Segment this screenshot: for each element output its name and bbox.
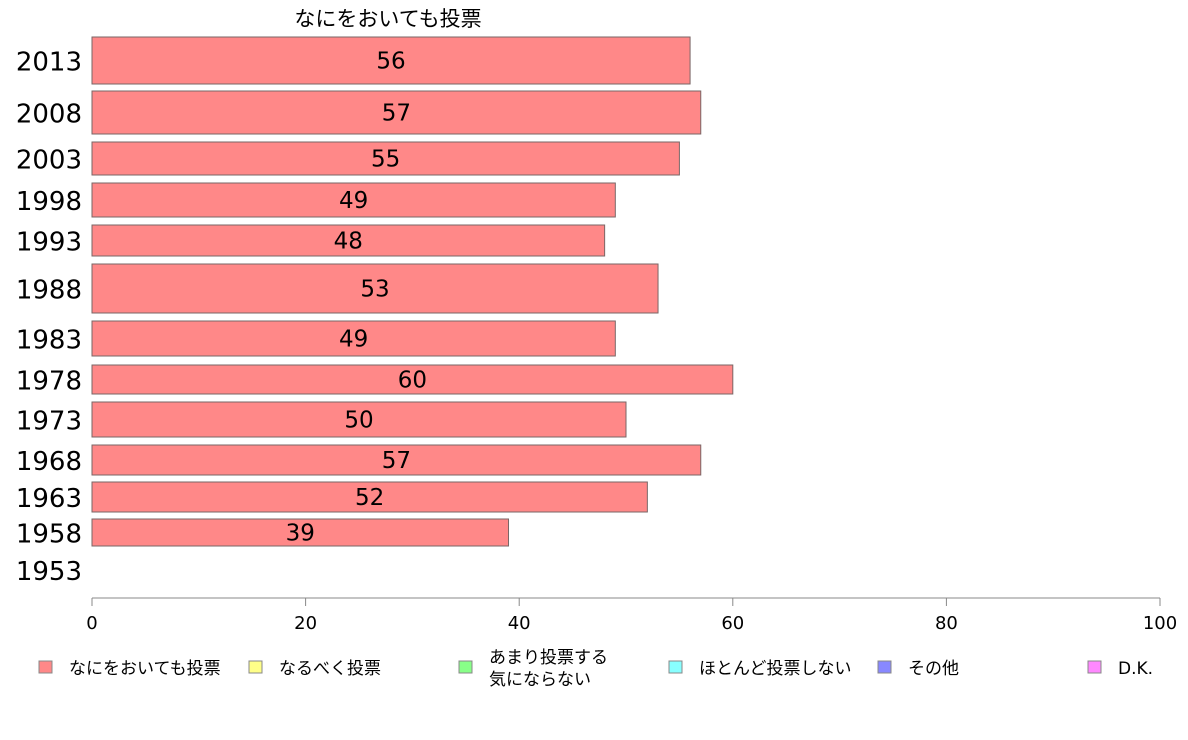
bar — [91, 401, 627, 438]
bar — [91, 182, 616, 218]
data-label: 56 — [376, 49, 405, 75]
x-tick-label: 60 — [721, 613, 744, 634]
data-label: 50 — [344, 408, 373, 434]
y-tick-label: 1968 — [16, 447, 82, 477]
legend-label: D.K. — [1118, 659, 1153, 679]
bar — [91, 320, 616, 357]
legend-label: なにをおいても投票 — [69, 659, 221, 679]
legend: なにをおいても投票 なるべく投票 あまり投票する気にならない ほとんど投票しない その他… — [38, 648, 1153, 690]
y-tick-label: 1973 — [16, 407, 82, 437]
y-tick-label: 2008 — [16, 100, 82, 130]
bar — [91, 444, 702, 476]
legend-label: ほとんど投票しない — [699, 659, 852, 679]
y-tick-label: 1998 — [16, 187, 82, 217]
y-tick-label: 2003 — [16, 146, 82, 176]
bar — [91, 90, 702, 135]
y-tick-label: 1958 — [16, 520, 82, 550]
x-tick-label: 100 — [1143, 613, 1177, 634]
x-tick-label: 40 — [508, 613, 531, 634]
legend-swatch — [877, 660, 892, 674]
data-label: 49 — [339, 188, 368, 214]
y-tick-label: 1988 — [16, 276, 82, 306]
x-axis: 0 20 40 60 80 100 — [86, 597, 1177, 634]
legend-swatch — [38, 660, 53, 674]
data-label: 55 — [371, 147, 400, 173]
legend-swatch — [248, 660, 263, 674]
legend-label: あまり投票する気にならない — [489, 648, 608, 690]
x-tick-label: 80 — [935, 613, 958, 634]
data-label: 52 — [355, 485, 384, 511]
bar — [91, 224, 606, 257]
x-tick-label: 20 — [294, 613, 317, 634]
y-tick-label: 1978 — [16, 367, 82, 397]
bar — [91, 481, 648, 513]
bar — [91, 141, 680, 176]
bar — [91, 36, 691, 85]
legend-label: なるべく投票 — [279, 659, 381, 679]
legend-swatch — [458, 660, 473, 674]
x-tick-label: 0 — [86, 613, 97, 634]
chart-title: なにをおいても投票 — [294, 7, 481, 31]
y-tick-label: 1983 — [16, 326, 82, 356]
legend-label: その他 — [908, 659, 959, 679]
bar — [91, 263, 659, 314]
bars-layer: 2013 56 2008 57 2003 55 1998 49 1993 48 1988 53 1983… — [16, 36, 734, 587]
bar — [91, 518, 510, 547]
data-label: 57 — [382, 101, 411, 127]
data-label: 49 — [339, 327, 368, 353]
bar — [91, 364, 734, 395]
data-label: 48 — [334, 229, 363, 255]
y-tick-label: 2013 — [16, 48, 82, 78]
data-label: 39 — [286, 521, 315, 547]
data-label: 60 — [398, 368, 427, 394]
y-tick-label: 1993 — [16, 228, 82, 258]
y-tick-label: 1963 — [16, 484, 82, 514]
legend-swatch — [1087, 660, 1102, 674]
data-label: 53 — [360, 277, 389, 303]
y-tick-label: 1953 — [16, 557, 82, 587]
legend-swatch — [668, 660, 683, 674]
data-label: 57 — [382, 448, 411, 474]
